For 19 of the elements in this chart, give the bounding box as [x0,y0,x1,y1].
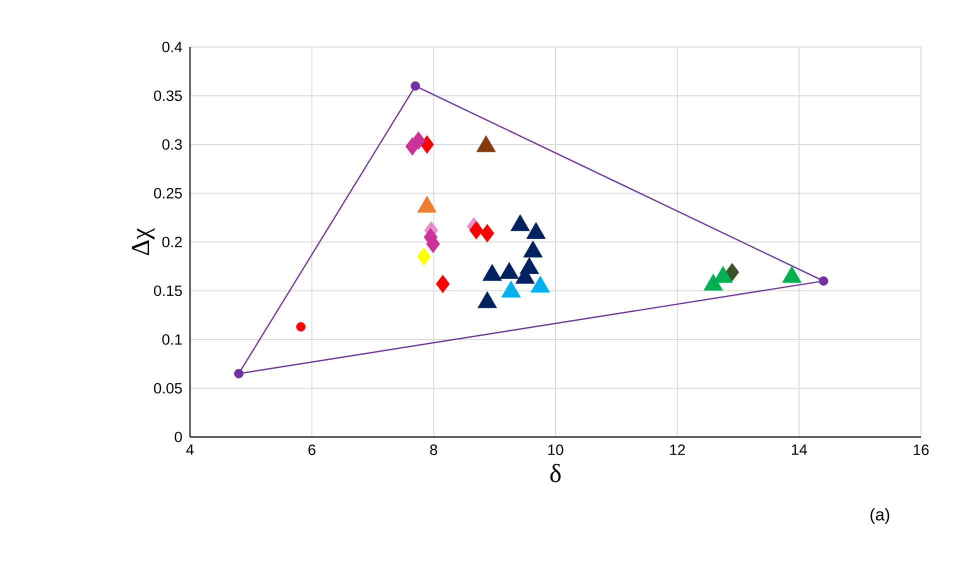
x-axis-title: δ [550,464,561,482]
y-tick-label: 0.15 [154,285,182,296]
x-tick-label: 12 [670,444,685,455]
x-tick-label: 6 [308,444,316,456]
x-tick-label: 4 [186,444,194,455]
y-tick-label: 0.1 [162,334,182,345]
y-axis-title: Δχ [132,228,155,256]
x-tick-label: 8 [430,444,438,456]
y-tick-label: 0.25 [154,188,182,199]
y-tick-label: 0.05 [154,382,182,394]
y-tick-label: 0.35 [154,90,182,102]
y-tick-label: 0.3 [162,139,182,150]
x-tick-label: 10 [548,444,564,456]
x-tick-label: 14 [792,444,808,455]
text: (a) [870,508,890,524]
y-tick-label: 0.4 [162,42,182,52]
x-tick-label: 16 [914,444,929,456]
y-tick-label: 0 [174,432,182,442]
y-tick-label: 0.2 [162,236,182,248]
